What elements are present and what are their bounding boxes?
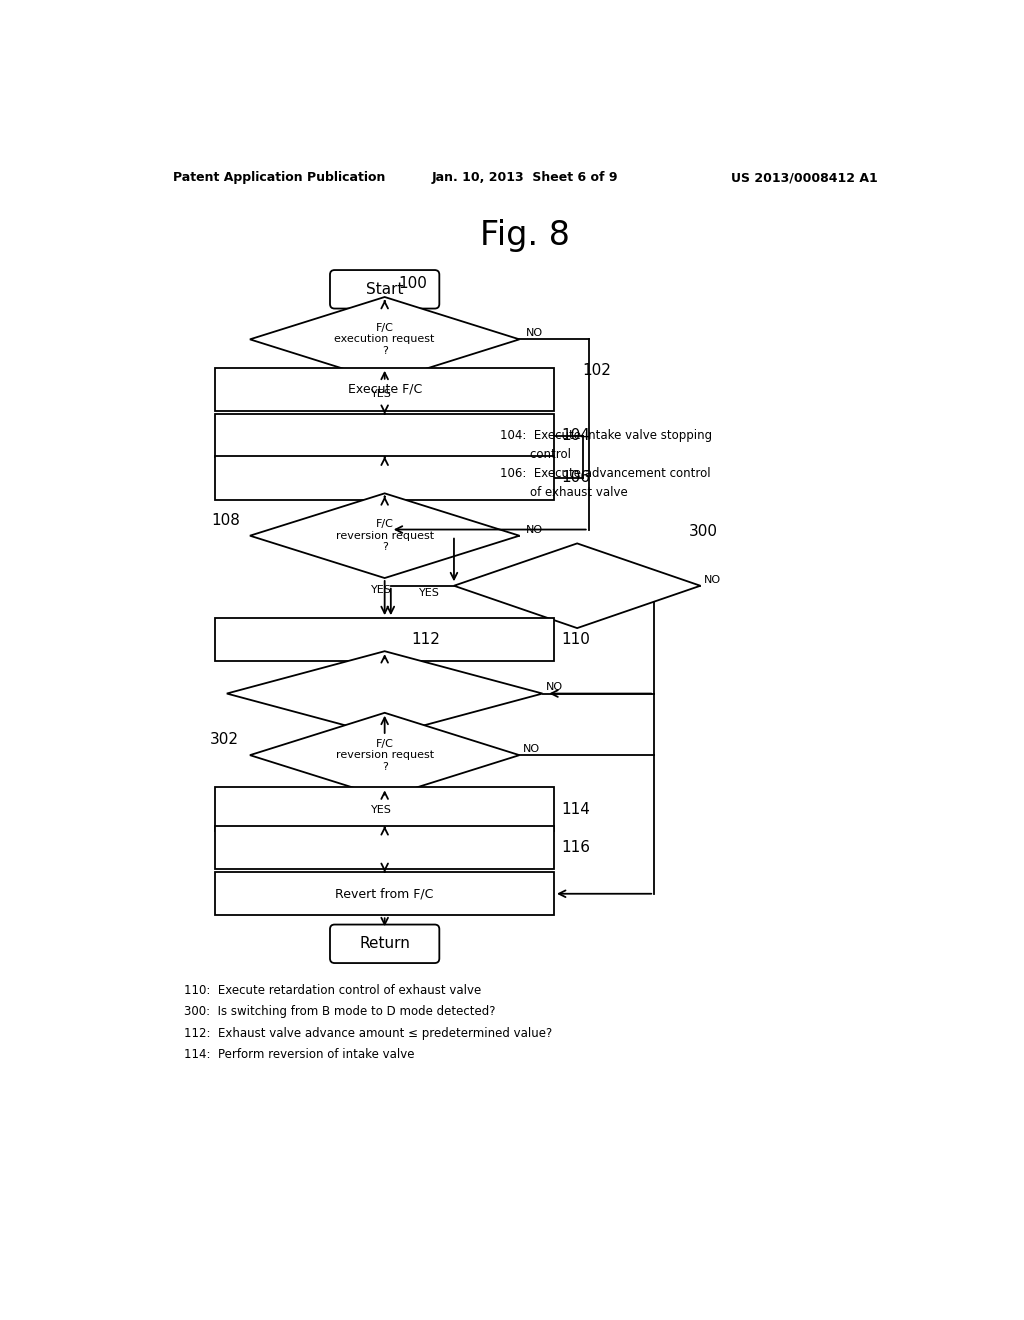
Polygon shape xyxy=(250,713,519,797)
Text: NO: NO xyxy=(547,682,563,693)
Text: Execute F/C: Execute F/C xyxy=(347,383,422,396)
Text: Fig. 8: Fig. 8 xyxy=(480,219,569,252)
Text: 114: 114 xyxy=(562,801,591,817)
Text: YES: YES xyxy=(419,589,440,598)
Polygon shape xyxy=(226,651,543,737)
Polygon shape xyxy=(250,297,519,381)
Text: 102: 102 xyxy=(583,363,611,378)
Text: NO: NO xyxy=(705,574,721,585)
Bar xyxy=(215,457,554,499)
Text: Revert from F/C: Revert from F/C xyxy=(336,887,434,900)
Bar xyxy=(215,788,554,830)
Polygon shape xyxy=(454,544,700,628)
Text: 104: 104 xyxy=(562,428,591,444)
Bar xyxy=(215,414,554,457)
Text: 300: 300 xyxy=(689,524,718,540)
Text: NO: NO xyxy=(523,744,541,754)
Bar xyxy=(215,618,554,661)
Polygon shape xyxy=(250,494,519,578)
Bar xyxy=(215,368,554,411)
Bar xyxy=(215,873,554,915)
Text: 108: 108 xyxy=(211,512,241,528)
Text: YES: YES xyxy=(371,389,391,399)
Text: F/C
reversion request
?: F/C reversion request ? xyxy=(336,519,434,552)
Text: YES: YES xyxy=(371,585,391,595)
Text: 302: 302 xyxy=(210,733,239,747)
Text: 112:  Exhaust valve advance amount ≤ predetermined value?: 112: Exhaust valve advance amount ≤ pred… xyxy=(184,1027,553,1040)
Text: F/C
reversion request
?: F/C reversion request ? xyxy=(336,739,434,772)
Text: 104:  Execute intake valve stopping
        control
106:  Execute advancement co: 104: Execute intake valve stopping contr… xyxy=(500,429,713,499)
Text: Jan. 10, 2013  Sheet 6 of 9: Jan. 10, 2013 Sheet 6 of 9 xyxy=(431,172,618,185)
Text: 110: 110 xyxy=(562,632,591,647)
Text: 116: 116 xyxy=(562,840,591,855)
Text: Start: Start xyxy=(366,281,403,297)
Text: 300:  Is switching from B mode to D mode detected?: 300: Is switching from B mode to D mode … xyxy=(184,1005,496,1018)
Text: Patent Application Publication: Patent Application Publication xyxy=(173,172,385,185)
Text: US 2013/0008412 A1: US 2013/0008412 A1 xyxy=(731,172,878,185)
Bar xyxy=(215,826,554,869)
FancyBboxPatch shape xyxy=(330,924,439,964)
Text: 100: 100 xyxy=(398,276,427,290)
Text: Return: Return xyxy=(359,936,410,952)
Text: NO: NO xyxy=(525,329,543,338)
Text: F/C
execution request
?: F/C execution request ? xyxy=(335,323,435,356)
Text: 114:  Perform reversion of intake valve: 114: Perform reversion of intake valve xyxy=(184,1048,415,1061)
Text: 112: 112 xyxy=(412,632,440,647)
Text: NO: NO xyxy=(525,524,543,535)
FancyBboxPatch shape xyxy=(330,271,439,309)
Text: 106: 106 xyxy=(562,470,591,486)
Text: 110:  Execute retardation control of exhaust valve: 110: Execute retardation control of exha… xyxy=(184,983,481,997)
Text: YES: YES xyxy=(371,805,391,814)
